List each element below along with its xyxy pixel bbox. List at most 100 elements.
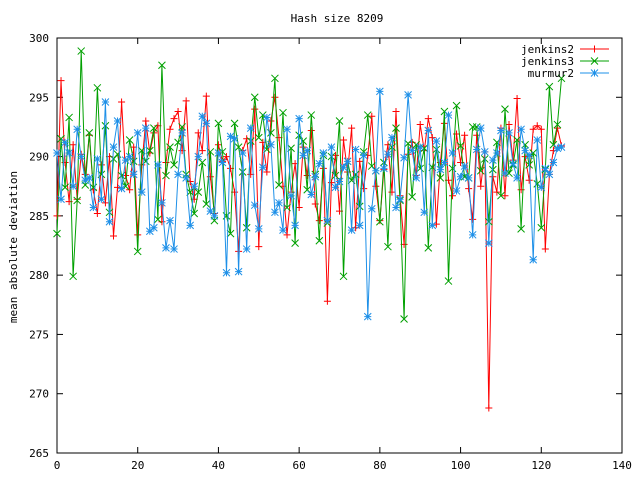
data-point (444, 111, 453, 119)
data-point (243, 135, 251, 143)
data-point (476, 166, 485, 175)
data-point (420, 208, 429, 217)
data-point (525, 176, 533, 184)
data-point (194, 152, 203, 161)
data-point (404, 91, 412, 99)
y-axis-label: mean absolute deviation (7, 171, 20, 323)
data-point (145, 146, 154, 155)
data-point (537, 125, 545, 133)
data-point (129, 170, 138, 179)
data-point (202, 92, 210, 100)
data-point (198, 112, 207, 121)
data-point (355, 221, 364, 230)
data-point (392, 203, 400, 212)
data-point (485, 404, 493, 412)
data-point (113, 117, 122, 125)
data-point (178, 123, 186, 131)
data-point (340, 136, 348, 144)
data-point (371, 166, 380, 175)
data-point (505, 129, 513, 137)
data-point (170, 115, 178, 123)
data-point (307, 111, 316, 119)
data-point (456, 142, 465, 150)
data-point (456, 172, 465, 181)
data-point (125, 136, 134, 144)
data-point (101, 199, 109, 207)
data-point (125, 152, 134, 161)
data-point (202, 200, 211, 208)
data-point (234, 267, 243, 276)
data-point (315, 159, 324, 168)
data-point (553, 144, 562, 153)
x-tick-label: 60 (293, 459, 306, 472)
data-point (323, 297, 331, 305)
data-point (101, 98, 110, 106)
data-point (121, 156, 130, 164)
data-point (469, 215, 477, 223)
x-tick-label: 100 (451, 459, 471, 472)
data-point (202, 119, 211, 128)
data-point (311, 200, 319, 208)
data-point (380, 164, 388, 173)
data-point (464, 174, 473, 182)
data-point (452, 187, 461, 195)
data-point (493, 149, 501, 157)
data-point (424, 126, 433, 135)
data-point (557, 143, 566, 151)
data-point (537, 223, 546, 232)
data-point (408, 146, 416, 155)
data-point (267, 117, 275, 125)
x-tick-label: 140 (612, 459, 632, 472)
data-point (226, 132, 235, 141)
data-point (493, 188, 501, 196)
data-point (460, 162, 469, 170)
data-point (283, 125, 291, 134)
data-point (218, 158, 227, 167)
data-point (117, 184, 126, 193)
data-point (110, 232, 117, 240)
data-point (392, 124, 400, 132)
data-point (258, 163, 267, 172)
plot-frame (56, 37, 623, 454)
data-point (372, 182, 380, 190)
data-point (327, 143, 336, 151)
data-point (509, 159, 517, 168)
data-point (537, 183, 546, 192)
data-point (81, 176, 90, 185)
data-point (497, 191, 505, 200)
data-point (271, 74, 279, 83)
data-point (452, 101, 461, 110)
data-point (404, 139, 412, 148)
data-point (545, 170, 554, 179)
y-tick-label: 285 (29, 210, 49, 223)
data-point (549, 158, 558, 167)
data-point (347, 226, 356, 234)
data-point (174, 170, 182, 179)
x-tick-label: 80 (373, 459, 386, 472)
data-point (174, 108, 182, 116)
data-point (529, 255, 538, 264)
data-point (477, 182, 485, 190)
data-point (178, 129, 186, 137)
data-point (97, 195, 106, 204)
data-point (416, 121, 424, 129)
data-point (315, 217, 323, 225)
data-point (133, 247, 142, 256)
data-point (263, 113, 271, 122)
data-point (85, 174, 94, 182)
data-point (505, 121, 513, 129)
data-point (53, 229, 61, 238)
data-point (355, 202, 364, 211)
data-point (319, 149, 328, 157)
data-point (331, 183, 340, 192)
data-point (275, 181, 283, 189)
data-point (408, 193, 416, 201)
data-point (242, 223, 251, 232)
data-point (109, 143, 118, 151)
data-point (118, 98, 126, 106)
data-point (93, 83, 102, 92)
chart-title: Hash size 8209 (291, 12, 384, 25)
data-point (396, 195, 404, 204)
data-point (210, 212, 219, 220)
data-point (343, 157, 352, 166)
